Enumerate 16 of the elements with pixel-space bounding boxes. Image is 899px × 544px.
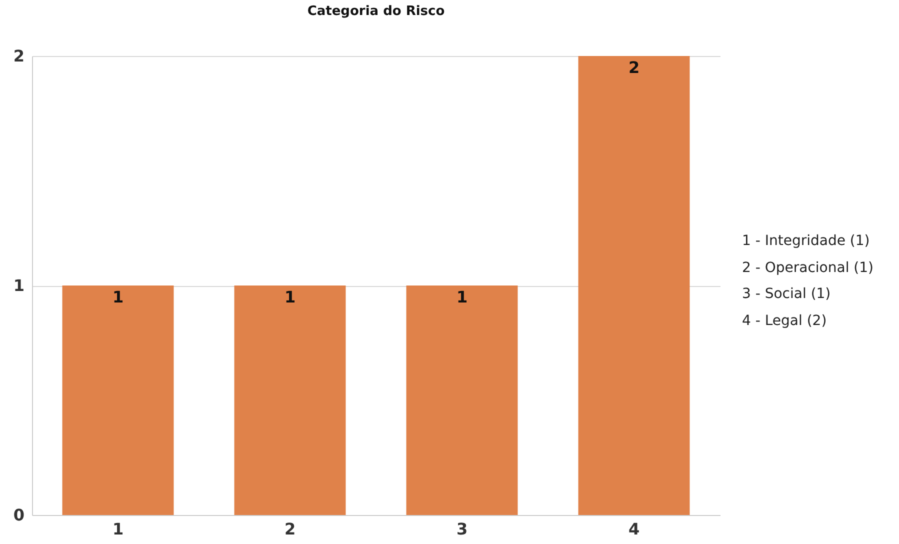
x-tick-label: 1 xyxy=(112,520,124,538)
data-label: 2 xyxy=(628,58,640,77)
data-label: 1 xyxy=(284,288,296,306)
y-tick-label: 0 xyxy=(13,506,24,524)
text: 4 - Legal (2) xyxy=(742,312,828,330)
x-tick-label: 2 xyxy=(284,520,296,538)
data-label: 1 xyxy=(112,288,124,306)
y-tick-label: 2 xyxy=(13,46,24,66)
text: 1 - Integridade (1) xyxy=(742,232,871,251)
text: 3 - Social (1) xyxy=(742,285,832,304)
y-tick-label: 1 xyxy=(13,276,24,295)
chart-title: Categoria do Risco xyxy=(307,4,445,19)
x-tick-label: 4 xyxy=(628,520,640,538)
data-label: 1 xyxy=(456,288,468,306)
text: 2 - Operacional (1) xyxy=(742,258,874,278)
x-tick-label: 3 xyxy=(456,520,468,538)
